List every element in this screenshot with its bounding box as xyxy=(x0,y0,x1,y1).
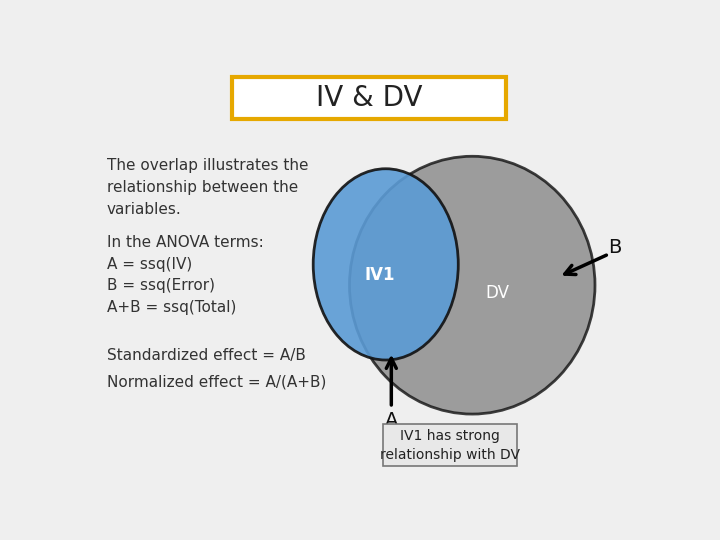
FancyBboxPatch shape xyxy=(233,77,505,119)
Text: DV: DV xyxy=(485,285,509,302)
Text: B: B xyxy=(608,238,621,257)
FancyBboxPatch shape xyxy=(383,424,517,466)
Text: IV1: IV1 xyxy=(365,266,395,284)
Text: Normalized effect = A/(A+B): Normalized effect = A/(A+B) xyxy=(107,375,326,389)
Text: IV & DV: IV & DV xyxy=(316,84,422,112)
Ellipse shape xyxy=(313,168,459,360)
Text: In the ANOVA terms:
A = ssq(IV)
B = ssq(Error)
A+B = ssq(Total): In the ANOVA terms: A = ssq(IV) B = ssq(… xyxy=(107,235,264,315)
Text: IV1 has strong
relationship with DV: IV1 has strong relationship with DV xyxy=(380,429,520,462)
Text: A: A xyxy=(384,411,398,430)
Ellipse shape xyxy=(349,156,595,414)
Text: The overlap illustrates the
relationship between the
variables.: The overlap illustrates the relationship… xyxy=(107,158,308,217)
Text: Standardized effect = A/B: Standardized effect = A/B xyxy=(107,348,305,362)
